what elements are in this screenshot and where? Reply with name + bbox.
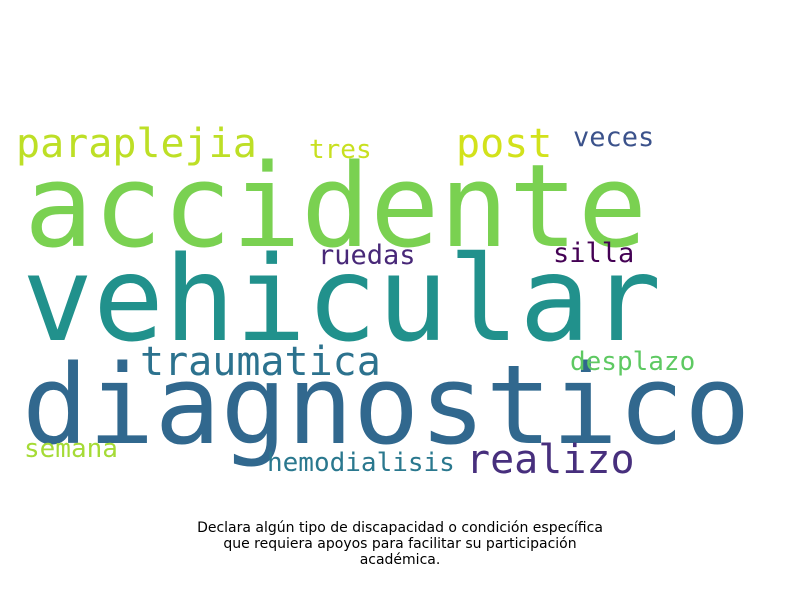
word-traumatica: traumatica [140, 339, 381, 385]
word-veces: veces [573, 122, 655, 153]
word-accidente: accidente [24, 140, 648, 274]
word-diagnostico: diagnostico [22, 341, 751, 469]
word-vehicular: vehicular [22, 230, 662, 368]
word-realizo: realizo [466, 437, 635, 483]
word-paraplejia: paraplejia [16, 121, 257, 167]
word-semana: semana [24, 434, 118, 464]
word-ruedas: ruedas [318, 240, 416, 271]
word-hemodialisis: hemodialisis [267, 448, 455, 478]
word-desplazo: desplazo [570, 347, 696, 377]
caption-line-3: académica. [359, 552, 441, 568]
word-silla: silla [553, 238, 635, 269]
caption-line-2: que requiera apoyos para facilitar su pa… [223, 536, 577, 552]
word-post: post [456, 121, 553, 167]
word-tres: tres [309, 135, 372, 165]
word-cloud: accidente vehicular diagnostico paraplej… [16, 121, 751, 483]
caption-line-1: Declara algún tipo de discapacidad o con… [197, 520, 603, 536]
chart-caption: Declara algún tipo de discapacidad o con… [150, 520, 650, 568]
